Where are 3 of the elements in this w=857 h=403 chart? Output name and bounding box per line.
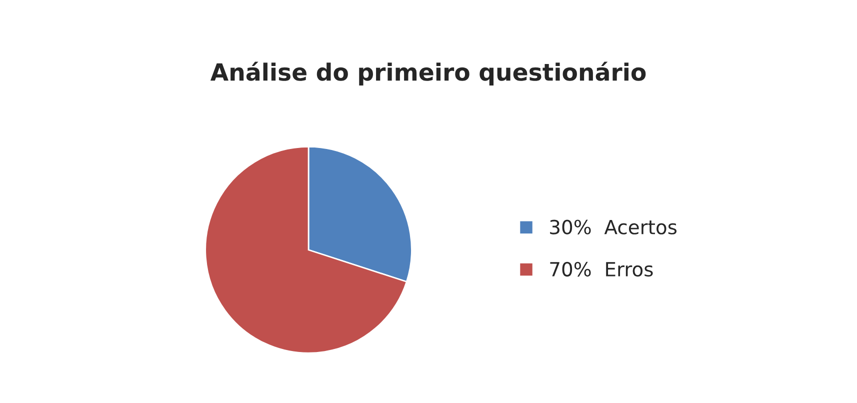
chart-title: Análise do primeiro questionário	[210, 62, 646, 86]
legend-label: 70% Erros	[550, 262, 653, 277]
legend-label: 30% Acertos	[550, 220, 677, 234]
